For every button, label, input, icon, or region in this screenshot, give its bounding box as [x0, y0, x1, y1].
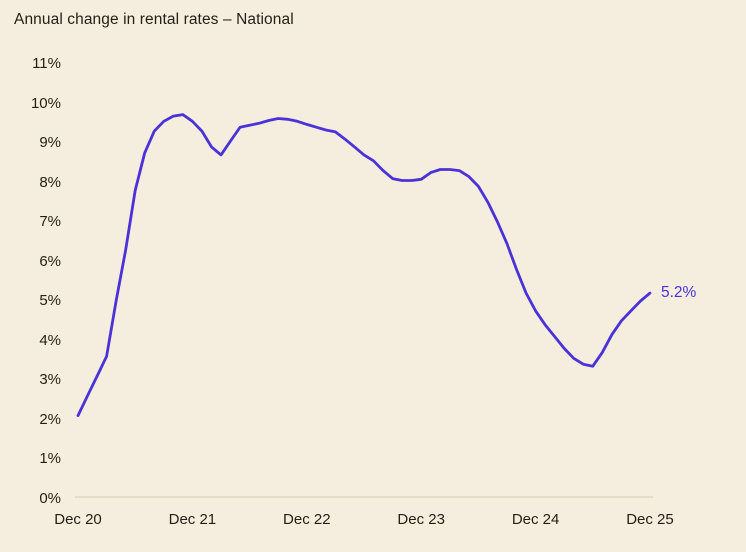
y-tick-label: 4%	[39, 331, 61, 349]
y-tick-label: 10%	[30, 94, 61, 112]
x-tick-label: Dec 25	[626, 511, 674, 528]
y-axis-labels: 11% 10% 9% 8% 7% 6% 5% 4% 3% 2% 1% 0%	[0, 0, 61, 552]
y-tick-label: 2%	[39, 410, 61, 428]
y-tick-label: 0%	[39, 489, 61, 507]
x-tick-label: Dec 20	[54, 511, 102, 528]
y-tick-label: 9%	[39, 134, 61, 151]
y-tick-label: 7%	[39, 213, 61, 230]
y-tick-label: 11%	[32, 55, 61, 72]
rental-rate-line-series	[76, 113, 652, 417]
x-tick-label: Dec 21	[168, 511, 217, 528]
y-tick-label: 1%	[39, 450, 61, 467]
y-tick-label: 3%	[39, 371, 61, 388]
y-tick-label: 6%	[39, 252, 61, 270]
y-tick-label: 5%	[39, 292, 61, 309]
x-tick-label: Dec 24	[511, 511, 560, 528]
x-tick-label: Dec 22	[283, 511, 331, 528]
y-tick-label: 8%	[39, 173, 61, 191]
x-tick-label: Dec 23	[397, 511, 445, 528]
chart-title: Annual change in rental rates – National	[14, 11, 294, 28]
latest-value-label: 5.2%	[661, 284, 697, 301]
